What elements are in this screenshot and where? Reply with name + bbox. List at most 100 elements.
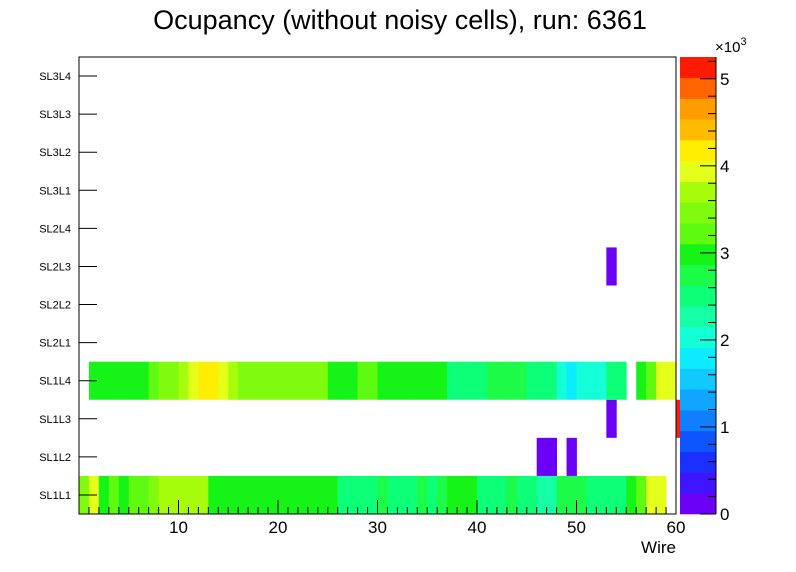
color-scale-band [680, 181, 716, 203]
heatmap-cell [457, 475, 468, 514]
heatmap-cell [208, 361, 219, 400]
heatmap-cell [138, 361, 150, 400]
heatmap-cell [258, 361, 269, 400]
heatmap-cell [198, 361, 209, 400]
color-scale-band [680, 430, 716, 452]
color-scale-band [680, 410, 716, 432]
heatmap-cell [248, 361, 259, 400]
y-tick-label: SL3L1 [39, 185, 71, 197]
heatmap-cell [566, 437, 577, 476]
x-tick-label: 10 [169, 518, 188, 537]
heatmap-cell [616, 475, 627, 514]
color-scale-band [680, 140, 716, 162]
heatmap-cell [287, 361, 299, 400]
heatmap-cell [566, 361, 577, 400]
color-scale-axis: 0 1 2 3 4 5 [700, 57, 729, 524]
heatmap-cell [198, 475, 209, 514]
heatmap-cell [506, 361, 518, 400]
plot-frame [78, 56, 677, 515]
color-scale-band [680, 472, 716, 494]
heatmap-cell [228, 361, 239, 400]
heatmap-cell [128, 475, 140, 514]
heatmap-cell [347, 475, 358, 514]
heatmap-cell [606, 399, 617, 438]
y-tick-label: SL2L1 [39, 338, 71, 350]
y-tick-label: SL1L4 [39, 376, 71, 388]
heatmap-cell [606, 361, 617, 400]
heatmap-cell [506, 475, 518, 514]
heatmap-cell [407, 475, 418, 514]
heatmap-cell [566, 475, 577, 514]
heatmap-cell [268, 475, 279, 514]
color-scale-band [680, 98, 716, 120]
multiplier-text: ×10 [715, 39, 740, 56]
heatmap-cell [636, 475, 647, 514]
heatmap-cell [297, 361, 309, 400]
heatmap-cell [357, 361, 368, 400]
heatmap-cell [576, 361, 587, 400]
heatmap-cell [268, 361, 279, 400]
color-scale-band [680, 493, 716, 515]
heatmap-cell [317, 475, 329, 514]
x-axis-label: Wire [641, 538, 676, 557]
y-tick-label: SL3L2 [39, 147, 71, 159]
heatmap-cells [79, 247, 687, 514]
exponent-text: 3 [740, 36, 746, 48]
heatmap-cell [626, 475, 637, 514]
heatmap-cell [646, 361, 657, 400]
heatmap-cell [447, 361, 458, 400]
heatmap-cell [108, 475, 120, 514]
heatmap-cell [317, 361, 329, 400]
heatmap-cell [188, 475, 199, 514]
heatmap-cell [297, 475, 309, 514]
color-scale-band [680, 389, 716, 411]
heatmap-cell [496, 361, 508, 400]
y-tick-label: SL2L3 [39, 261, 71, 273]
y-tick-label: SL3L4 [39, 71, 71, 83]
heatmap-cell [118, 361, 130, 400]
heatmap-cell [437, 361, 448, 400]
color-scale-tick-label: 0 [720, 505, 729, 524]
heatmap-cell [457, 361, 468, 400]
heatmap-cell [108, 361, 120, 400]
heatmap-cell [158, 475, 169, 514]
heatmap-cell [98, 361, 110, 400]
heatmap-cell [536, 361, 548, 400]
color-scale-band [680, 347, 716, 369]
heatmap-cell [278, 475, 289, 514]
heatmap-cell [337, 361, 349, 400]
heatmap-cell [168, 475, 179, 514]
heatmap-cell [427, 475, 438, 514]
color-scale-multiplier: ×103 [715, 36, 747, 56]
heatmap-cell [218, 361, 229, 400]
color-scale-tick-label: 4 [720, 157, 729, 176]
heatmap-cell [467, 475, 478, 514]
color-scale-band [680, 223, 716, 245]
heatmap-cell [606, 475, 617, 514]
heatmap-cell [407, 361, 418, 400]
heatmap-cell [138, 475, 150, 514]
x-axis: 10 20 30 40 50 60 [78, 500, 685, 537]
heatmap-cell [576, 475, 587, 514]
color-scale-band [680, 243, 716, 266]
heatmap-cell [536, 475, 548, 514]
heatmap-cell [646, 475, 657, 514]
heatmap-cell [307, 475, 319, 514]
heatmap-cell [636, 361, 647, 400]
color-scale-band [680, 119, 716, 141]
heatmap-cell [98, 475, 110, 514]
heatmap-cell [596, 361, 607, 400]
heatmap-cell [118, 475, 130, 514]
heatmap-cell [377, 475, 388, 514]
y-tick-label: SL2L2 [39, 300, 71, 312]
heatmap-cell [526, 475, 538, 514]
y-tick-label: SL1L1 [39, 490, 71, 502]
y-axis: SL1L1 SL1L2 SL1L3 SL1L4 SL2L1 SL2L2 SL2L3 SL2L4… [39, 71, 97, 502]
heatmap-cell [287, 475, 299, 514]
heatmap-cell [238, 475, 249, 514]
heatmap-cell [546, 437, 557, 476]
color-scale-tick-label: 1 [720, 418, 729, 437]
heatmap-cell [128, 361, 140, 400]
y-tick-label: SL1L3 [39, 414, 71, 426]
